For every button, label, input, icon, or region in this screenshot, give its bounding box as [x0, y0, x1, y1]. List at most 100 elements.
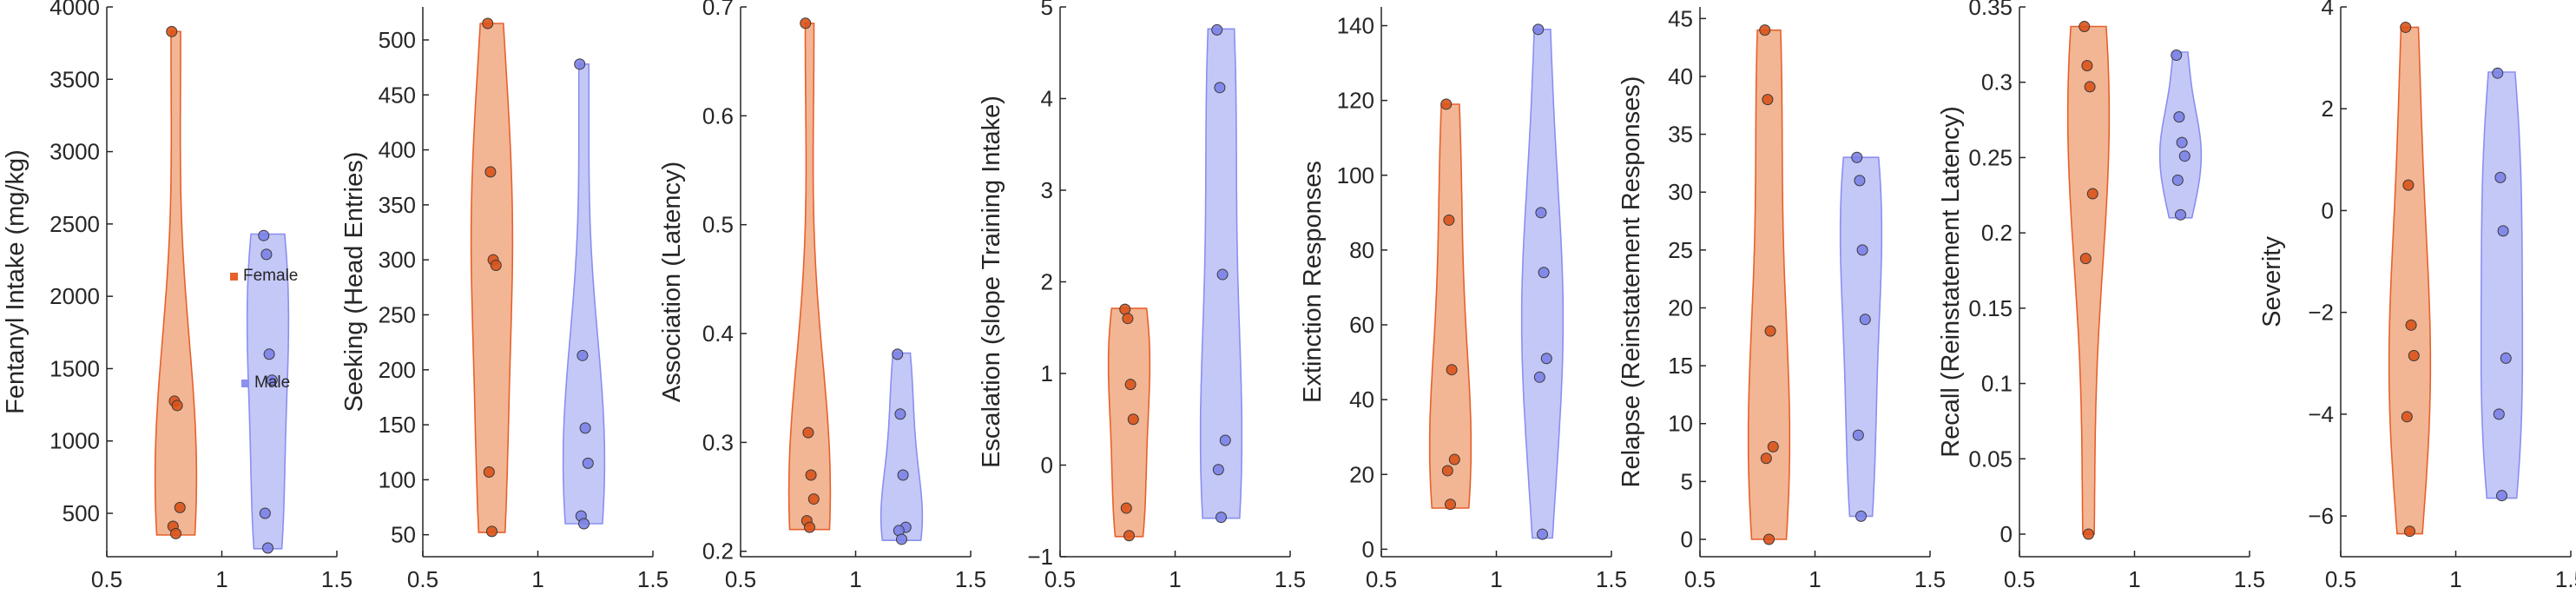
data-point-female	[1120, 502, 1132, 514]
y-tick-label: 40	[1668, 63, 1693, 89]
y-axis-label: Severity	[2258, 236, 2286, 327]
data-point-male	[258, 229, 270, 241]
data-point-female	[1446, 364, 1458, 376]
data-point-female	[2405, 319, 2417, 331]
violin-male	[1520, 29, 1565, 539]
data-point-male	[582, 457, 594, 469]
data-point-female	[2084, 81, 2096, 93]
data-point-male	[2175, 208, 2186, 221]
y-tick-label: 1	[1041, 360, 1053, 386]
y-tick-label: 50	[391, 522, 416, 548]
x-tick-label: 0.5	[91, 566, 122, 592]
y-tick-label: 0	[1681, 526, 1693, 552]
data-point-male	[260, 248, 273, 261]
y-tick-label: 2	[2322, 96, 2334, 122]
y-tick-label: 500	[63, 500, 100, 526]
data-point-male	[578, 518, 590, 530]
data-point-male	[2173, 111, 2185, 123]
y-tick-label: 60	[1349, 312, 1374, 338]
data-point-female	[2079, 21, 2091, 33]
data-point-male	[1216, 512, 1227, 524]
data-point-female	[800, 17, 812, 30]
data-point-female	[2404, 525, 2415, 538]
data-point-male	[266, 374, 278, 386]
legend-swatch-male	[241, 380, 249, 387]
y-tick-label: 140	[1337, 13, 1374, 39]
x-tick-label: 1.5	[637, 566, 669, 592]
violin-male	[246, 233, 290, 550]
data-point-female	[2081, 60, 2093, 72]
y-tick-label: 5	[1681, 468, 1693, 494]
y-tick-label: 20	[1349, 461, 1374, 487]
violin-male	[2158, 51, 2203, 219]
y-tick-label: 3500	[49, 66, 100, 92]
data-point-female	[1440, 98, 1453, 110]
data-point-female	[2083, 528, 2094, 540]
data-point-male	[1854, 175, 1866, 187]
x-tick-label: 1.5	[1275, 566, 1306, 592]
data-point-female	[1767, 440, 1779, 452]
data-point-male	[2176, 136, 2188, 149]
data-point-female	[2408, 349, 2420, 361]
y-axis-label: Fentanyl Intake (mg/kg)	[2, 149, 30, 414]
data-point-male	[1537, 528, 1548, 540]
data-point-female	[483, 466, 495, 479]
data-point-female	[1448, 453, 1460, 466]
data-point-male	[259, 507, 271, 519]
data-point-male	[1219, 434, 1231, 446]
data-point-female	[170, 527, 181, 539]
violin-female	[2388, 26, 2432, 535]
data-point-female	[484, 166, 497, 178]
y-tick-label: 250	[379, 301, 416, 327]
data-point-female	[174, 501, 186, 513]
y-tick-label: −4	[2308, 401, 2334, 427]
data-point-male	[576, 349, 589, 361]
x-tick-label: 0.5	[2004, 566, 2035, 592]
data-point-female	[1764, 325, 1776, 337]
y-tick-label: 0.3	[702, 429, 734, 455]
data-point-female	[486, 525, 497, 538]
data-point-male	[2497, 225, 2509, 237]
data-point-female	[2079, 253, 2092, 265]
data-point-female	[1441, 465, 1453, 477]
data-point-male	[574, 58, 586, 70]
y-tick-label: 500	[379, 27, 416, 53]
x-tick-label: 1	[1490, 566, 1502, 592]
data-point-male	[1535, 207, 1547, 219]
y-tick-label: 0	[1362, 536, 1374, 562]
data-point-female	[1760, 452, 1772, 465]
x-tick-label: 1.5	[1914, 566, 1946, 592]
data-point-male	[1855, 510, 1867, 522]
panel-3: 0.2 0.3 0.4 0.5 0.6 0.7 0.5 1 1.5 Association (La…	[658, 0, 986, 592]
y-tick-label: 5	[1041, 0, 1053, 20]
y-tick-label: 0.3	[1981, 69, 2013, 96]
y-tick-label: 2	[1041, 269, 1053, 295]
data-point-female	[482, 17, 494, 30]
panel-1: 500 1000 1500 2000 2500 3000 3500 4000 0.5 1 1.5 Fe…	[2, 0, 352, 592]
y-tick-label: 0.6	[702, 102, 734, 129]
y-tick-label: 35	[1668, 122, 1693, 148]
data-point-male	[2496, 490, 2507, 502]
y-tick-label: −1	[1027, 544, 1053, 570]
data-point-female	[802, 426, 814, 439]
data-point-female	[1762, 94, 1774, 106]
data-point-female	[1763, 533, 1775, 545]
violin-male	[880, 352, 924, 541]
y-tick-label: 80	[1349, 237, 1374, 263]
data-point-male	[2494, 171, 2507, 183]
y-tick-label: 1500	[49, 355, 100, 381]
y-tick-label: 4	[1041, 86, 1053, 112]
x-tick-label: 1	[849, 566, 861, 592]
data-point-male	[896, 533, 907, 545]
data-point-male	[262, 542, 273, 554]
data-point-male	[894, 408, 906, 420]
data-point-male	[1211, 23, 1223, 36]
y-tick-label: 0.7	[702, 0, 734, 20]
y-tick-label: 0.1	[1981, 371, 2013, 397]
data-point-male	[579, 422, 591, 434]
data-point-female	[2086, 188, 2098, 200]
data-point-female	[1443, 214, 1455, 226]
violin-female	[1747, 29, 1791, 540]
data-point-male	[2493, 408, 2505, 420]
y-tick-label: −2	[2308, 300, 2334, 326]
